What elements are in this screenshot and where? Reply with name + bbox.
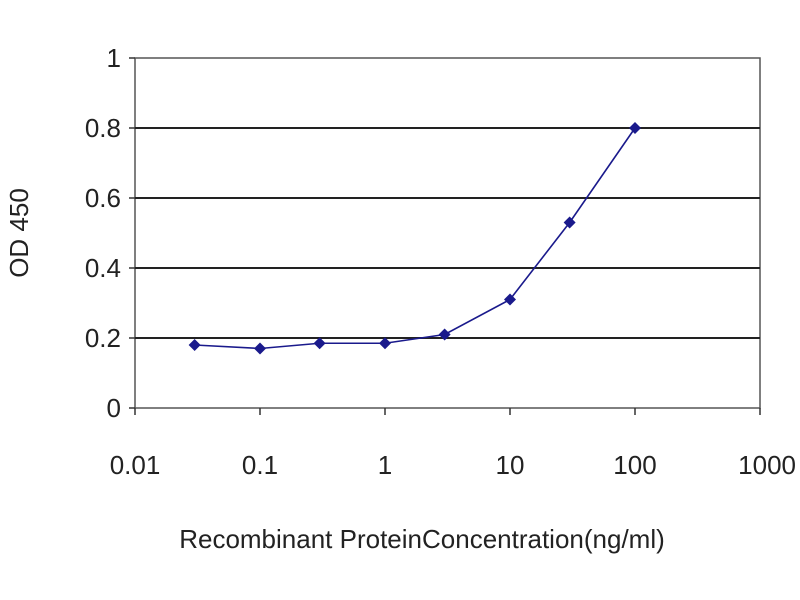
y-axis-title: OD 450 bbox=[4, 188, 34, 278]
y-tick-label: 0.4 bbox=[85, 253, 121, 283]
x-tick-label: 10 bbox=[496, 450, 525, 480]
plot-area bbox=[134, 57, 761, 409]
x-tick-label: 1 bbox=[378, 450, 392, 480]
data-point bbox=[254, 342, 266, 355]
x-tick-label: 1000 bbox=[738, 450, 796, 480]
data-point bbox=[504, 293, 516, 306]
data-point bbox=[563, 216, 576, 229]
x-tick-label: 0.01 bbox=[110, 450, 161, 480]
data-point bbox=[629, 122, 641, 134]
x-tick-label: 100 bbox=[613, 450, 656, 480]
y-tick-label: 0.8 bbox=[85, 113, 121, 143]
y-tick-label: 1 bbox=[107, 43, 121, 73]
x-axis-title: Recombinant ProteinConcentration(ng/ml) bbox=[179, 524, 665, 554]
data-point bbox=[379, 337, 391, 350]
x-tick-label: 0.1 bbox=[242, 450, 278, 480]
y-tick-label: 0.2 bbox=[85, 323, 121, 353]
y-tick-label: 0 bbox=[107, 393, 121, 423]
data-point bbox=[438, 328, 451, 341]
data-point bbox=[313, 337, 326, 350]
data-point bbox=[188, 339, 201, 351]
y-tick-label: 0.6 bbox=[85, 183, 121, 213]
series-line bbox=[194, 127, 636, 350]
